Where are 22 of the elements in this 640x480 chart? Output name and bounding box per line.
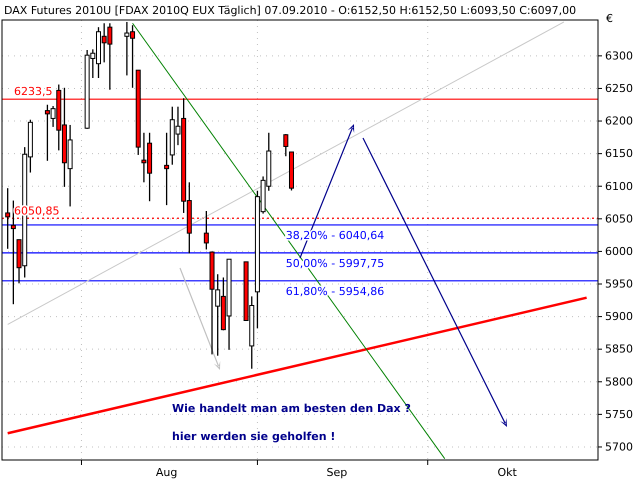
y-tick-label: 5950 [605,278,633,291]
y-tick-label: 5900 [605,310,633,324]
annotation: hier werden sie geholfen ! [172,430,336,443]
y-tick-label: 6150 [605,147,633,160]
y-tick-label: 6300 [605,49,633,62]
ref-line-label: 6233,5 [14,85,52,98]
x-tick-label: Aug [156,466,178,479]
y-tick-label: 6000 [605,244,633,258]
y-tick-label: 6200 [605,114,633,128]
chart-title: DAX Futures 2010U [FDAX 2010Q EUX Täglich] 07.09.2010 - O:6152,50 H:6152,50 L:6093,50 C:6097,00 [4,4,576,17]
y-tick-label: 5700 [605,440,633,454]
y-tick-label: 5750 [605,408,633,421]
y-tick-label: 6100 [605,180,633,193]
y-tick-label: 6250 [605,82,633,95]
y-axis-title: € [606,12,613,25]
candlestick [164,132,170,206]
x-tick-label: Sep [326,466,348,479]
y-tick-label: 6050 [605,212,633,226]
candlestick [283,133,288,157]
y-tick-label: 5800 [605,375,633,388]
x-tick-label: Okt [498,466,518,479]
y-tick-label: 5850 [605,342,633,356]
